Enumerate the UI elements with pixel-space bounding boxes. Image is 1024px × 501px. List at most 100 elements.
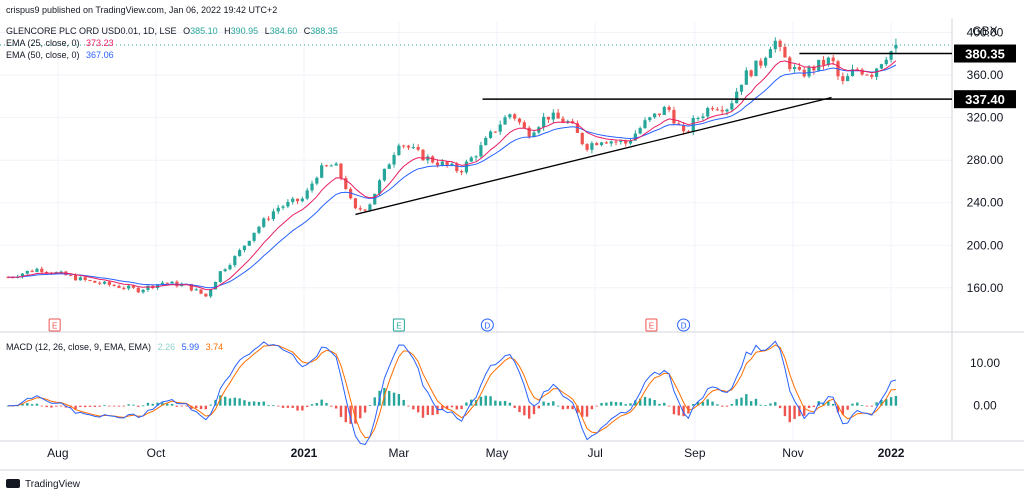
macd-histogram-bar [735, 399, 738, 406]
candle-body [88, 280, 92, 282]
candle-body [127, 285, 131, 289]
ema50-value: 367.06 [86, 50, 114, 60]
candle-body [411, 147, 415, 149]
macd-histogram-bar [88, 405, 92, 407]
candle-body [344, 178, 348, 189]
candle-body [387, 164, 391, 169]
macd-histogram-bar [889, 397, 893, 406]
macd-histogram-bar [769, 403, 772, 406]
macd-histogram-bar [416, 405, 420, 413]
candle-body [189, 283, 193, 291]
candle-body [450, 163, 454, 166]
macd-histogram-bar [841, 405, 845, 415]
macd-histogram-bar [658, 403, 661, 406]
macd-histogram-bar [831, 403, 835, 406]
candle-body [773, 40, 777, 50]
candle-body [455, 163, 459, 172]
ohlc-low: L384.60 [264, 26, 298, 36]
macd-histogram-bar [503, 400, 507, 406]
symbol-legend[interactable]: GLENCORE PLC ORD USD0.01, 1D, LSE O385.1… [6, 26, 338, 36]
macd-histogram-bar [556, 405, 560, 407]
candle-body [561, 118, 565, 123]
macd-histogram-bar [542, 401, 545, 406]
candle-body [484, 137, 488, 146]
dividend-marker [480, 318, 494, 332]
macd-histogram-bar [638, 398, 642, 406]
candle-body [522, 122, 526, 128]
macd-legend[interactable]: MACD (12, 26, close, 9, EMA, EMA) 2.26 5… [6, 342, 223, 352]
candle-body [305, 190, 309, 199]
candle-body [416, 147, 420, 150]
candle-body [831, 57, 835, 62]
macd-histogram-bar [117, 405, 121, 407]
macd-histogram-bar [581, 405, 584, 417]
macd-histogram-bar [161, 402, 164, 406]
macd-histogram-bar [547, 402, 550, 406]
macd-histogram-bar [696, 402, 700, 406]
macd-histogram-bar [388, 390, 391, 406]
macd-histogram-bar [706, 399, 709, 406]
candle-body [59, 271, 63, 273]
candle-body [846, 76, 850, 82]
macd-histogram-bar [778, 405, 782, 409]
candle-body [377, 180, 382, 194]
macd-histogram-bar [822, 403, 825, 406]
candle-body [479, 145, 483, 157]
macd-histogram-bar [412, 405, 415, 410]
candle-body [397, 145, 401, 155]
candle-body [865, 74, 869, 76]
candle-body [257, 226, 261, 233]
macd-histogram-bar [228, 398, 232, 406]
macd-histogram-bar [527, 405, 531, 419]
macd-histogram-bar [132, 404, 135, 406]
macd-histogram-bar [788, 405, 791, 423]
macd-histogram-bar [368, 405, 372, 406]
candle-body [778, 40, 782, 47]
macd-histogram-bar [363, 405, 367, 413]
macd-histogram-bar [764, 405, 767, 406]
candle-body [508, 114, 512, 118]
candle-body [334, 163, 338, 166]
tradingview-footer[interactable]: TradingView [6, 479, 80, 490]
macd-histogram-bar [590, 405, 594, 410]
candle-body [286, 201, 290, 207]
macd-histogram-bar [508, 402, 512, 406]
candle-body [841, 76, 845, 82]
macd-histogram-bar [648, 398, 652, 406]
price-tick-label: 280.00 [967, 153, 1004, 167]
macd-histogram-bar [407, 405, 410, 407]
price-tick-label: 320.00 [967, 111, 1004, 125]
candle-body [339, 163, 343, 179]
macd-histogram-bar [98, 405, 101, 407]
candle-body [633, 133, 637, 141]
candle-body [585, 144, 589, 150]
ema25-legend[interactable]: EMA (25, close, 0) 373.23 [6, 38, 114, 48]
candle-body [493, 131, 497, 133]
candle-body [619, 140, 623, 142]
macd-histogram-bar [532, 405, 536, 415]
ema50-legend[interactable]: EMA (50, close, 0) 367.06 [6, 50, 114, 60]
macd-histogram-bar [653, 400, 656, 406]
macd-histogram-bar [252, 401, 256, 406]
macd-tick-label: 0.00 [973, 399, 997, 413]
candle-body [595, 143, 599, 146]
candle-body [812, 66, 816, 71]
candle-body [160, 282, 165, 285]
price-level-label: 380.35 [965, 47, 1005, 62]
macd-histogram-bar [175, 405, 179, 407]
macd-histogram-bar [112, 405, 116, 407]
macd-histogram-bar [185, 405, 188, 407]
macd-histogram-bar [677, 405, 680, 416]
candle-body [783, 46, 787, 58]
candle-body [252, 232, 256, 241]
candle-body [373, 193, 377, 205]
price-level-label: 337.40 [965, 92, 1005, 107]
candle-body [643, 120, 647, 129]
macd-histogram-bar [248, 401, 251, 406]
candle-body [310, 183, 314, 191]
macd-histogram-bar [267, 405, 270, 407]
macd-tick-label: 10.00 [970, 356, 1000, 370]
macd-histogram-bar [392, 392, 396, 406]
